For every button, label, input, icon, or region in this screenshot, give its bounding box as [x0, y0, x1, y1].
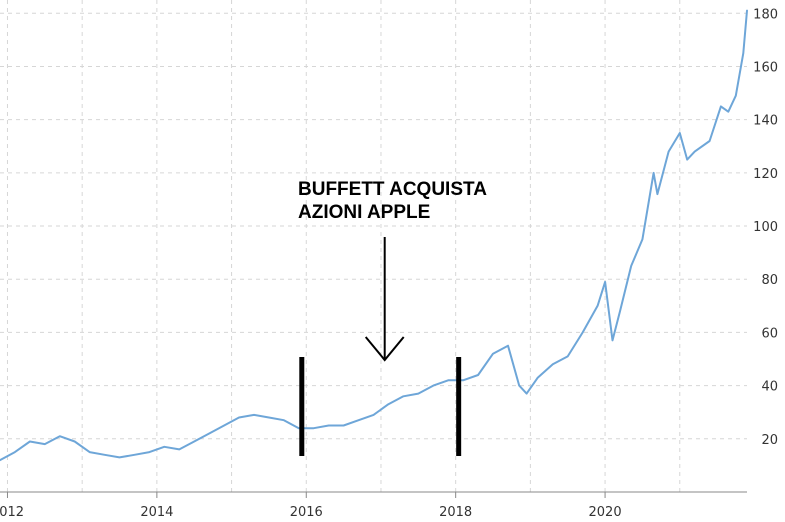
- x-tick-label: 2018: [439, 505, 472, 520]
- grid: [0, 0, 747, 492]
- y-tick-label: 20: [761, 433, 778, 448]
- period-markers: [299, 357, 462, 456]
- y-tick-label: 60: [761, 326, 778, 341]
- x-tick-label: 2020: [589, 505, 622, 520]
- annotation-line-2: AZIONI APPLE: [298, 202, 430, 223]
- down-arrow-icon: [364, 237, 405, 362]
- purchase-annotation: BUFFETT ACQUISTA AZIONI APPLE: [298, 179, 487, 456]
- x-tick-label: 2016: [290, 505, 323, 520]
- y-tick-label: 140: [753, 114, 778, 129]
- arrow-head: [364, 336, 405, 362]
- y-tick-label: 40: [761, 380, 778, 395]
- y-tick-label: 80: [761, 273, 778, 288]
- y-tick-label: 160: [753, 60, 778, 75]
- annotation-line-1: BUFFETT ACQUISTA: [298, 179, 487, 200]
- price-line: [0, 9, 748, 462]
- y-axis: 20 40 60 80 100 120 140 160 180: [753, 7, 778, 448]
- y-tick-label: 100: [753, 220, 778, 235]
- y-tick-label: 120: [753, 167, 778, 182]
- x-tick-label: 2012: [0, 505, 24, 520]
- y-tick-label: 180: [753, 7, 778, 22]
- x-tick-label: 2014: [140, 505, 173, 520]
- x-axis: 2012 2014 2016 2018 2020: [0, 491, 747, 520]
